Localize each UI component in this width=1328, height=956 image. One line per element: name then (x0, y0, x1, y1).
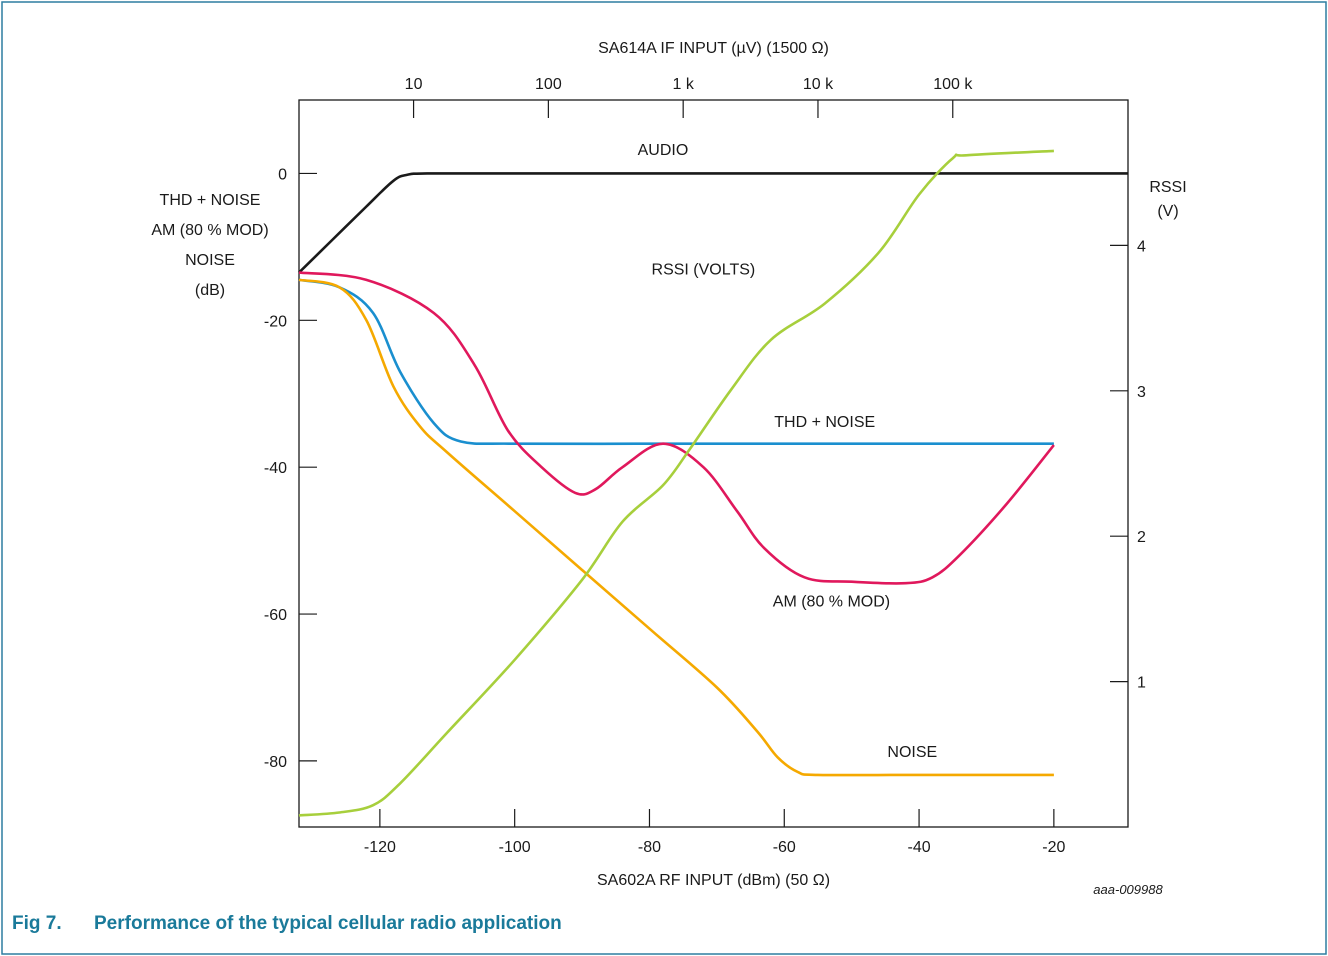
series-line-noise (298, 278, 1054, 777)
y2-tick-label: 1 (1137, 675, 1146, 692)
y2-axis-label-line: RSSI (1149, 179, 1186, 196)
series-line-am-80-mod (298, 271, 1055, 585)
x2-tick-label: 100 k (933, 76, 973, 93)
figure-code: aaa-009988 (1093, 882, 1163, 897)
x2-tick-label: 10 (405, 76, 423, 93)
y-axis-label-line: NOISE (185, 252, 235, 269)
y2-tick-label: 2 (1137, 529, 1146, 546)
y-tick-label: 0 (278, 166, 287, 183)
y-axis-label-line: AM (80 % MOD) (151, 222, 268, 239)
figure-caption: Fig 7. Performance of the typical cellula… (12, 913, 562, 935)
y-axis-label-line: THD + NOISE (160, 192, 261, 209)
series-line-thd-noise (298, 278, 1054, 446)
x-tick-label: -100 (499, 839, 531, 856)
y-tick-label: -40 (264, 460, 287, 477)
figure-number: Fig 7. (12, 913, 62, 934)
y2-tick-label: 4 (1137, 238, 1146, 255)
series-annotation: NOISE (887, 744, 937, 761)
series-annotation: THD + NOISE (774, 414, 875, 431)
x2-tick-label: 100 (535, 76, 562, 93)
y-tick-label: -80 (264, 754, 287, 771)
x2-axis-label: SA614A IF INPUT (µV) (1500 Ω) (598, 40, 829, 57)
series-line-audio (298, 172, 1128, 274)
x-tick-label: -20 (1042, 839, 1065, 856)
y-axis-label-line: (dB) (195, 282, 225, 299)
figure-title: Performance of the typical cellular radi… (94, 913, 562, 934)
y2-tick-label: 3 (1137, 384, 1146, 401)
series-line-rssi-volts (298, 149, 1054, 817)
series-annotation: AM (80 % MOD) (773, 594, 890, 611)
x-tick-label: -60 (773, 839, 796, 856)
x-axis-label: SA602A RF INPUT (dBm) (50 Ω) (597, 872, 830, 889)
y-tick-label: -60 (264, 607, 287, 624)
y-tick-label: -20 (264, 313, 287, 330)
plot-area-frame (298, 99, 1129, 828)
series-annotation: AUDIO (638, 142, 689, 159)
x-tick-label: -80 (638, 839, 661, 856)
x-tick-label: -120 (364, 839, 396, 856)
x2-tick-label: 1 k (672, 76, 694, 93)
y2-axis-label-line: (V) (1157, 203, 1178, 220)
x2-tick-label: 10 k (803, 76, 834, 93)
series-annotation: RSSI (VOLTS) (652, 261, 756, 278)
x-tick-label: -40 (908, 839, 931, 856)
